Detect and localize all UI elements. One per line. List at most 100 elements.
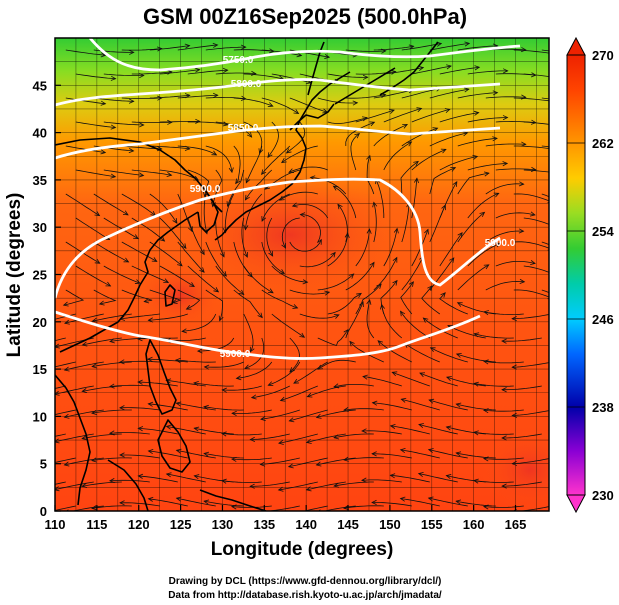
streamline (159, 169, 199, 181)
streamline-arrowhead (279, 396, 286, 402)
streamline (345, 301, 364, 339)
contour-label-5800: 5800.0 (231, 79, 262, 90)
streamline-arrowhead (91, 363, 98, 369)
streamline-arrowhead (261, 169, 267, 175)
streamline-arrowhead (556, 300, 561, 304)
streamline (334, 384, 374, 388)
contour-label-5900-north: 5900.0 (190, 184, 221, 195)
streamline-arrowhead (235, 178, 241, 185)
streamline-arrowhead (418, 423, 424, 429)
streamline (473, 480, 514, 483)
streamline-arrowhead (245, 177, 251, 184)
streamline-arrowhead (416, 107, 423, 113)
streamline (120, 313, 160, 320)
streamline-arrowhead (445, 425, 452, 431)
streamline-arrowhead (98, 300, 105, 306)
streamline-arrowhead (392, 256, 398, 263)
streamline (390, 425, 430, 435)
streamline-arrowhead (243, 224, 249, 231)
streamline-arrowhead (81, 483, 88, 489)
streamline (401, 202, 410, 243)
streamline (418, 424, 458, 435)
streamline-arrowhead (199, 249, 205, 256)
streamline-arrowhead (305, 486, 312, 492)
streamline (93, 241, 129, 263)
streamline-arrowhead (238, 289, 245, 296)
streamline (149, 193, 178, 224)
streamline (93, 97, 134, 102)
streamline-arrowhead (473, 110, 480, 116)
streamline (91, 505, 132, 509)
streamline (512, 458, 549, 465)
streamline (138, 381, 178, 387)
coast-luzon (145, 339, 177, 415)
streamline (64, 409, 104, 418)
streamline (355, 229, 370, 267)
streamline (82, 385, 122, 392)
streamline-arrowhead (333, 482, 340, 488)
streamline (82, 433, 122, 439)
streamline-arrowhead (165, 472, 172, 478)
streamline-arrowhead (119, 452, 125, 458)
streamline (334, 481, 374, 487)
streamline (337, 204, 348, 243)
streamline-arrowhead (280, 158, 287, 164)
streamline-arrowhead (333, 314, 340, 319)
streamline (82, 481, 122, 487)
streamline (243, 265, 274, 294)
streamline-arrowhead (445, 474, 452, 480)
contour-5900-south (55, 310, 481, 360)
streamline (55, 337, 66, 342)
streamline (103, 169, 144, 176)
streamline (467, 163, 508, 171)
streamline-arrowhead (228, 167, 234, 174)
streamline (474, 333, 514, 339)
streamline-arrowhead (299, 332, 306, 338)
y-tick-label: 30 (33, 220, 47, 235)
streamline-arrowhead (175, 401, 182, 407)
streamline-arrowhead (100, 52, 107, 58)
y-tick-label: 45 (33, 78, 47, 93)
streamline-arrowhead (249, 436, 256, 442)
streamline-arrowhead (452, 181, 458, 187)
streamline-arrowhead (212, 92, 219, 98)
streamline-arrowhead (27, 439, 32, 443)
streamline-arrowhead (441, 204, 446, 211)
colorbar: 230 238 246 254 262 270 (566, 36, 614, 514)
streamline (93, 289, 117, 305)
streamline-arrowhead (330, 251, 336, 258)
streamline-arrowhead (440, 148, 447, 154)
streamline-arrowhead (108, 383, 115, 389)
streamline-arrowhead (261, 216, 267, 222)
streamline-arrowhead (137, 473, 144, 479)
warm-spot-southeast (480, 430, 549, 510)
streamline (541, 193, 549, 198)
streamline (513, 241, 549, 249)
streamline-arrowhead (309, 175, 316, 181)
streamline (215, 121, 252, 138)
streamline (131, 169, 172, 176)
streamline (268, 361, 301, 386)
streamline (429, 204, 446, 243)
streamline-arrowhead (167, 119, 173, 125)
streamline (245, 145, 263, 183)
streamline-arrowhead (267, 381, 274, 387)
streamline-arrowhead (492, 136, 498, 142)
streamline-arrowhead (464, 41, 471, 47)
streamline (149, 145, 190, 150)
streamline (523, 217, 549, 225)
streamline (447, 325, 486, 339)
streamline (430, 347, 468, 363)
streamline (457, 172, 489, 195)
streamline-arrowhead (203, 451, 210, 457)
streamline (271, 73, 311, 84)
streamline-arrowhead (189, 282, 195, 288)
streamline (55, 481, 66, 485)
streamline (120, 502, 160, 507)
coast-indochina (55, 374, 91, 506)
streamline-arrowhead (371, 451, 377, 457)
streamline-arrowhead (147, 448, 154, 455)
streamline-arrowhead (422, 317, 429, 323)
streamline (373, 89, 414, 99)
streamline-arrowhead (529, 211, 536, 217)
